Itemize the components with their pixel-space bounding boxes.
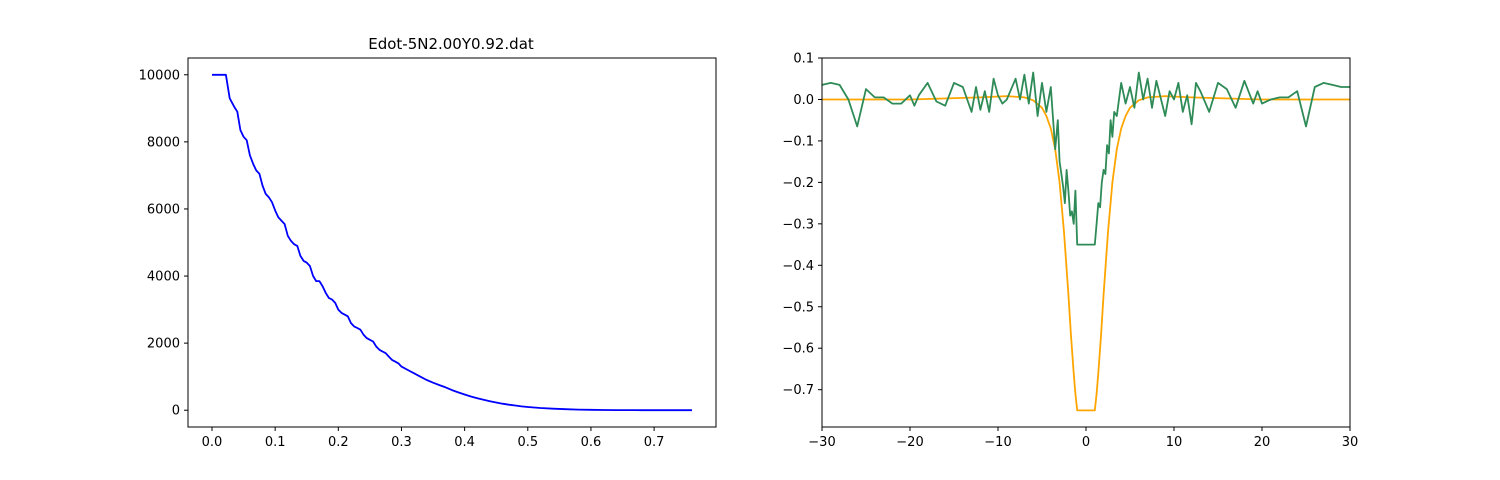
right-chart: −30 −20 −10 0 10 20 30 0.1 0.0 −0.1 −0.2 −0.3 −0.4 −… <box>782 52 1358 451</box>
y-tick-label: −0.5 <box>782 300 814 315</box>
y-tick-label: 0 <box>172 404 180 419</box>
series-line-1 <box>212 73 692 412</box>
x-tick-label: −30 <box>808 435 835 450</box>
left-chart-title: Edot-5N2.00Y0.92.dat <box>368 35 534 53</box>
y-tick-label: 8000 <box>147 135 180 150</box>
y-tick-label: −0.2 <box>782 176 814 191</box>
x-tick-label: 0.4 <box>454 435 475 450</box>
left-chart-frame <box>187 57 717 428</box>
x-tick-label: 0 <box>1082 435 1090 450</box>
y-tick-label: −0.3 <box>782 217 814 232</box>
x-tick-label: 30 <box>1342 435 1359 450</box>
right-chart-frame <box>821 57 1351 428</box>
left-chart: Edot-5N2.00Y0.92.dat 0.0 0.1 0.2 0.3 0.4 0.5 0… <box>139 35 717 450</box>
y-tick-label: −0.1 <box>782 134 814 149</box>
x-tick-label: 0.5 <box>517 435 538 450</box>
x-tick-label: 0.0 <box>202 435 223 450</box>
x-tick-label: 20 <box>1254 435 1271 450</box>
x-tick-label: −20 <box>896 435 923 450</box>
series-line-2 <box>821 71 1350 246</box>
y-tick-label: 2000 <box>147 337 180 352</box>
y-tick-label: 10000 <box>139 68 180 83</box>
x-tick-label: 0.3 <box>391 435 412 450</box>
y-tick-label: −0.7 <box>782 383 814 398</box>
y-tick-label: −0.6 <box>782 342 814 357</box>
left-chart-x-axis: 0.0 0.1 0.2 0.3 0.4 0.5 0.6 0.7 <box>202 427 665 450</box>
right-chart-plot-area <box>821 71 1350 412</box>
y-tick-label: 0.0 <box>793 93 814 108</box>
right-chart-x-axis: −30 −20 −10 0 10 20 30 <box>808 427 1358 450</box>
x-tick-label: 0.1 <box>265 435 286 450</box>
left-chart-plot-area <box>212 73 692 412</box>
x-tick-label: 0.7 <box>644 435 665 450</box>
y-tick-label: 0.1 <box>793 52 814 67</box>
left-chart-y-axis: 0 2000 4000 6000 8000 10000 <box>139 68 188 419</box>
right-chart-y-axis: 0.1 0.0 −0.1 −0.2 −0.3 −0.4 −0.5 −0.6 −0.7 <box>782 52 822 398</box>
y-tick-label: 6000 <box>147 202 180 217</box>
x-tick-label: 0.6 <box>581 435 602 450</box>
y-tick-label: 4000 <box>147 270 180 285</box>
x-tick-label: 10 <box>1166 435 1183 450</box>
x-tick-label: 0.2 <box>328 435 349 450</box>
y-tick-label: −0.4 <box>782 259 814 274</box>
x-tick-label: −10 <box>984 435 1011 450</box>
